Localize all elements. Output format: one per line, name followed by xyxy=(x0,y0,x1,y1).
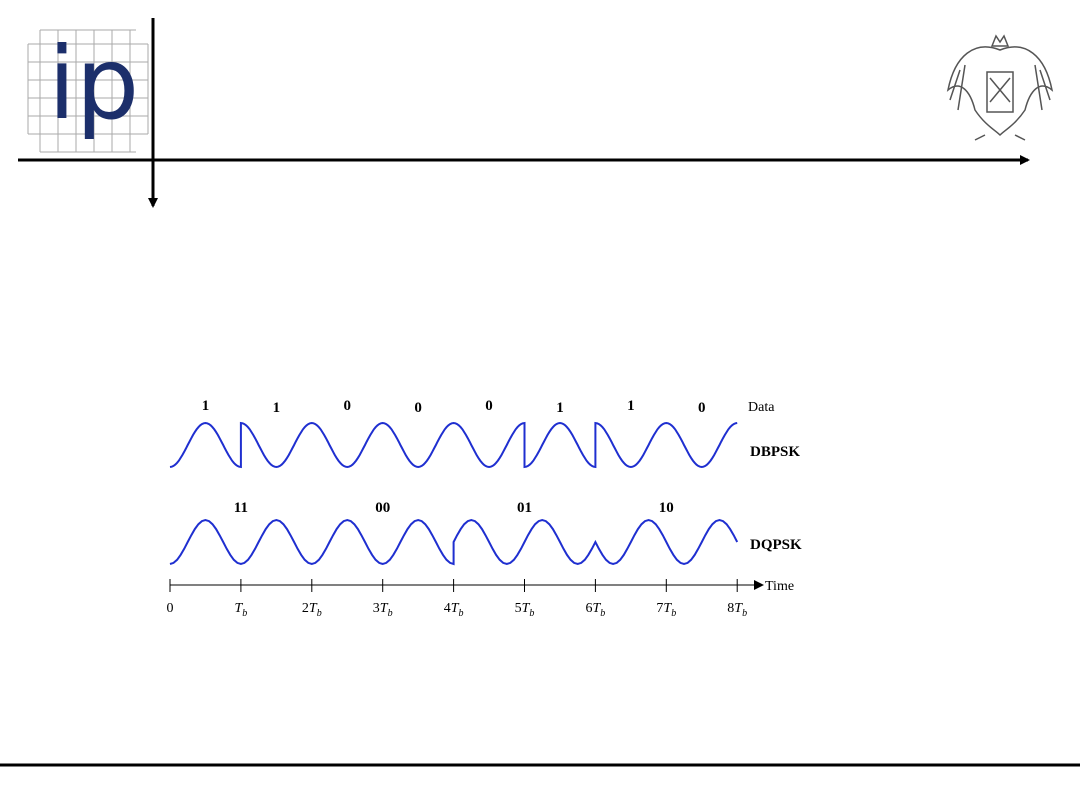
data-bit: 1 xyxy=(627,398,635,414)
tick-label: 6Tb xyxy=(586,601,606,619)
tick-coef: 3 xyxy=(373,601,380,616)
tick-sub: b xyxy=(388,608,393,619)
symbol-bits: 10 xyxy=(659,500,674,516)
tick-sub: b xyxy=(529,608,534,619)
data-bit: 0 xyxy=(344,398,352,414)
data-label: Data xyxy=(748,400,775,415)
axis-label: Time xyxy=(765,579,794,594)
tick-sub: b xyxy=(742,608,747,619)
data-bit: 1 xyxy=(273,400,281,416)
logo-text: ip xyxy=(48,25,139,142)
dqpsk-wave xyxy=(169,518,739,566)
dqpsk-label: DQPSK xyxy=(750,537,802,553)
tick-coef: 0 xyxy=(167,601,174,616)
symbol-bits: 00 xyxy=(375,500,390,516)
tick-var: T xyxy=(663,601,672,616)
tick-coef: 7 xyxy=(656,601,663,616)
data-bit: 1 xyxy=(202,398,210,414)
tick-sub: b xyxy=(317,608,322,619)
tick-label: 0 xyxy=(167,601,174,616)
tick-var: T xyxy=(309,601,318,616)
tick-sub: b xyxy=(458,608,463,619)
tick-var: T xyxy=(522,601,531,616)
tick-label: 5Tb xyxy=(515,601,535,619)
tick-sub: b xyxy=(600,608,605,619)
logo-grid xyxy=(27,29,149,153)
tick-sub: b xyxy=(671,608,676,619)
data-bit: 1 xyxy=(556,400,564,416)
tick-label: 2Tb xyxy=(302,601,322,619)
symbol-bits: 11 xyxy=(234,500,248,516)
dbpsk-label: DBPSK xyxy=(750,444,800,460)
tick-coef: 5 xyxy=(515,601,522,616)
tick-var: T xyxy=(380,601,389,616)
tick-label: 3Tb xyxy=(373,601,393,619)
tick-sub: b xyxy=(242,608,247,619)
data-bit: 0 xyxy=(698,400,706,416)
tick-var: T xyxy=(235,601,244,616)
tick-label: 4Tb xyxy=(444,601,464,619)
dbpsk-wave xyxy=(169,421,738,469)
tick-label: 8Tb xyxy=(727,601,747,619)
tick-label: Tb xyxy=(235,601,248,619)
tick-coef: 6 xyxy=(586,601,593,616)
tick-label: 7Tb xyxy=(656,601,676,619)
symbol-bits: 01 xyxy=(517,500,532,516)
tick-coef: 2 xyxy=(302,601,309,616)
data-bit: 0 xyxy=(485,398,493,414)
data-bit: 0 xyxy=(414,400,422,416)
tick-coef: 8 xyxy=(727,601,734,616)
tick-var: T xyxy=(451,601,460,616)
tick-coef: 4 xyxy=(444,601,451,616)
emblem xyxy=(946,34,1054,141)
tick-var: T xyxy=(593,601,602,616)
tick-var: T xyxy=(734,601,743,616)
